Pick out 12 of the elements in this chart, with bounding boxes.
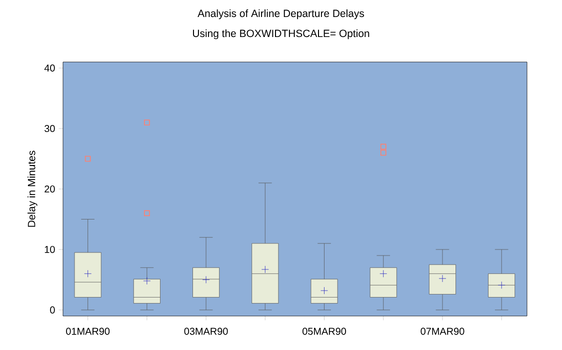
y-axis-title: Delay in Minutes — [28, 150, 38, 227]
chart-title: Analysis of Airline Departure Delays — [198, 9, 364, 20]
y-tick-label: 30 — [44, 125, 55, 132]
x-tick-label: 05MAR90 — [302, 328, 346, 335]
y-tick-label: 20 — [44, 185, 55, 193]
y-tick-label: 40 — [44, 64, 55, 72]
x-tick-label: 07MAR90 — [420, 328, 464, 335]
y-tick-label: 0 — [50, 306, 55, 314]
x-tick-label: 03MAR90 — [184, 328, 228, 335]
y-tick-label: 10 — [44, 246, 55, 253]
x-tick-label: 01MAR90 — [66, 328, 110, 335]
chart-subtitle: Using the BOXWIDTHSCALE= Option — [193, 29, 370, 40]
